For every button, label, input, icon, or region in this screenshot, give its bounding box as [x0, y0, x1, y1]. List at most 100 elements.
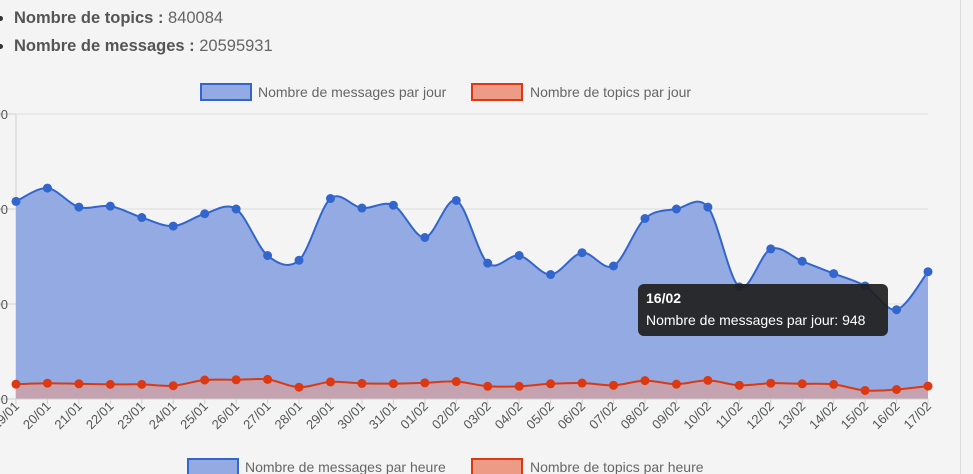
data-point-topics[interactable] — [766, 378, 776, 388]
data-point-topics[interactable] — [703, 375, 713, 385]
data-point-messages[interactable] — [42, 183, 52, 193]
x-tick-label: 23/01 — [114, 399, 148, 433]
data-point-topics[interactable] — [420, 378, 430, 388]
data-point-messages[interactable] — [263, 251, 273, 261]
data-point-messages[interactable] — [451, 195, 461, 205]
x-tick-label: 09/02 — [649, 399, 683, 433]
data-point-topics[interactable] — [325, 377, 335, 387]
series-points — [11, 183, 933, 395]
data-point-messages[interactable] — [766, 244, 776, 254]
legend-item-messages-jour[interactable]: Nombre de messages par jour — [200, 83, 447, 101]
x-tick-label: 14/02 — [806, 399, 840, 433]
data-point-topics[interactable] — [829, 379, 839, 389]
data-point-topics[interactable] — [546, 379, 556, 389]
data-point-messages[interactable] — [357, 203, 367, 213]
data-point-topics[interactable] — [640, 376, 650, 386]
panel-border — [960, 0, 961, 474]
data-point-messages[interactable] — [514, 251, 524, 261]
data-point-topics[interactable] — [11, 379, 21, 389]
data-point-messages[interactable] — [74, 202, 84, 212]
data-point-topics[interactable] — [231, 375, 241, 385]
data-point-messages[interactable] — [797, 256, 807, 266]
data-point-topics[interactable] — [577, 378, 587, 388]
data-point-messages[interactable] — [168, 221, 178, 231]
data-point-messages[interactable] — [231, 204, 241, 214]
legend-swatch-messages — [200, 83, 252, 101]
data-point-messages[interactable] — [640, 214, 650, 223]
data-point-topics[interactable] — [514, 381, 524, 391]
stat-topics: Nombre de topics : 840084 — [0, 6, 273, 34]
legend-item-topics-jour[interactable]: Nombre de topics par jour — [471, 83, 691, 101]
data-point-topics[interactable] — [671, 379, 681, 389]
legend-label-messages-heure: Nombre de messages par heure — [245, 459, 446, 474]
x-tick-label: 30/01 — [334, 399, 368, 433]
data-point-topics[interactable] — [797, 379, 807, 389]
data-point-messages[interactable] — [671, 204, 681, 214]
x-tick-label: 13/02 — [775, 399, 809, 433]
x-tick-label: 28/01 — [272, 399, 306, 433]
x-tick-label: 22/01 — [83, 399, 117, 433]
x-tick-label: 24/01 — [146, 399, 180, 433]
y-tick-label: 500 — [0, 297, 8, 312]
data-point-topics[interactable] — [263, 374, 273, 384]
data-point-messages[interactable] — [577, 248, 587, 258]
x-tick-label: 17/02 — [901, 399, 935, 433]
data-point-topics[interactable] — [294, 382, 304, 392]
data-point-topics[interactable] — [105, 379, 115, 389]
data-point-messages[interactable] — [829, 269, 839, 279]
data-point-messages[interactable] — [11, 196, 21, 206]
x-tick-label: 04/02 — [492, 399, 526, 433]
x-tick-label: 29/01 — [303, 399, 337, 433]
x-tick-label: 25/01 — [177, 399, 211, 433]
data-point-messages[interactable] — [923, 267, 933, 277]
y-tick-label: 0 — [1, 392, 8, 407]
data-point-topics[interactable] — [388, 379, 398, 389]
data-point-topics[interactable] — [609, 380, 619, 390]
legend-item-messages-heure[interactable]: Nombre de messages par heure — [187, 458, 446, 474]
x-axis: 19/0120/0121/0122/0123/0124/0125/0126/01… — [0, 398, 935, 433]
data-point-messages[interactable] — [388, 200, 398, 210]
data-point-messages[interactable] — [105, 201, 115, 211]
data-point-messages[interactable] — [546, 270, 556, 280]
data-point-messages[interactable] — [483, 258, 493, 268]
legend-item-topics-heure[interactable]: Nombre de topics par heure — [471, 458, 704, 474]
data-point-messages[interactable] — [703, 202, 713, 212]
x-tick-label: 26/01 — [209, 399, 243, 433]
x-tick-label: 10/02 — [680, 399, 714, 433]
data-point-topics[interactable] — [137, 379, 147, 389]
data-point-messages[interactable] — [294, 255, 304, 265]
data-point-topics[interactable] — [200, 375, 210, 385]
legend-top: Nombre de messages par jour Nombre de to… — [200, 83, 691, 101]
data-point-messages[interactable] — [200, 209, 210, 219]
data-point-messages[interactable] — [137, 213, 147, 223]
legend-swatch-messages-heure — [187, 458, 239, 474]
data-point-topics[interactable] — [74, 379, 84, 389]
data-point-messages[interactable] — [609, 261, 619, 271]
bullet-icon — [0, 44, 3, 49]
data-point-topics[interactable] — [168, 381, 178, 391]
legend-swatch-topics-heure — [471, 458, 523, 474]
legend-label-messages: Nombre de messages par jour — [258, 84, 447, 100]
data-point-topics[interactable] — [860, 385, 870, 395]
data-point-messages[interactable] — [325, 194, 335, 204]
data-point-topics[interactable] — [734, 380, 744, 390]
stat-value: 20595931 — [199, 37, 273, 55]
data-point-topics[interactable] — [451, 377, 461, 387]
x-tick-label: 07/02 — [586, 399, 620, 433]
stats-list: Nombre de topics : 840084 Nombre de mess… — [0, 6, 273, 62]
x-tick-label: 02/02 — [429, 399, 463, 433]
x-tick-label: 27/01 — [240, 399, 274, 433]
data-point-topics[interactable] — [892, 385, 902, 394]
y-tick-label: 1500 — [0, 107, 8, 122]
data-point-messages[interactable] — [420, 233, 430, 242]
data-point-topics[interactable] — [357, 378, 367, 388]
data-point-topics[interactable] — [483, 381, 493, 391]
data-point-topics[interactable] — [923, 381, 933, 391]
x-tick-label: 03/02 — [460, 399, 494, 433]
x-tick-label: 06/02 — [555, 399, 589, 433]
data-point-messages[interactable] — [892, 305, 902, 315]
series-area-topics — [16, 378, 928, 399]
x-tick-label: 31/01 — [366, 399, 400, 433]
data-point-topics[interactable] — [42, 378, 52, 388]
